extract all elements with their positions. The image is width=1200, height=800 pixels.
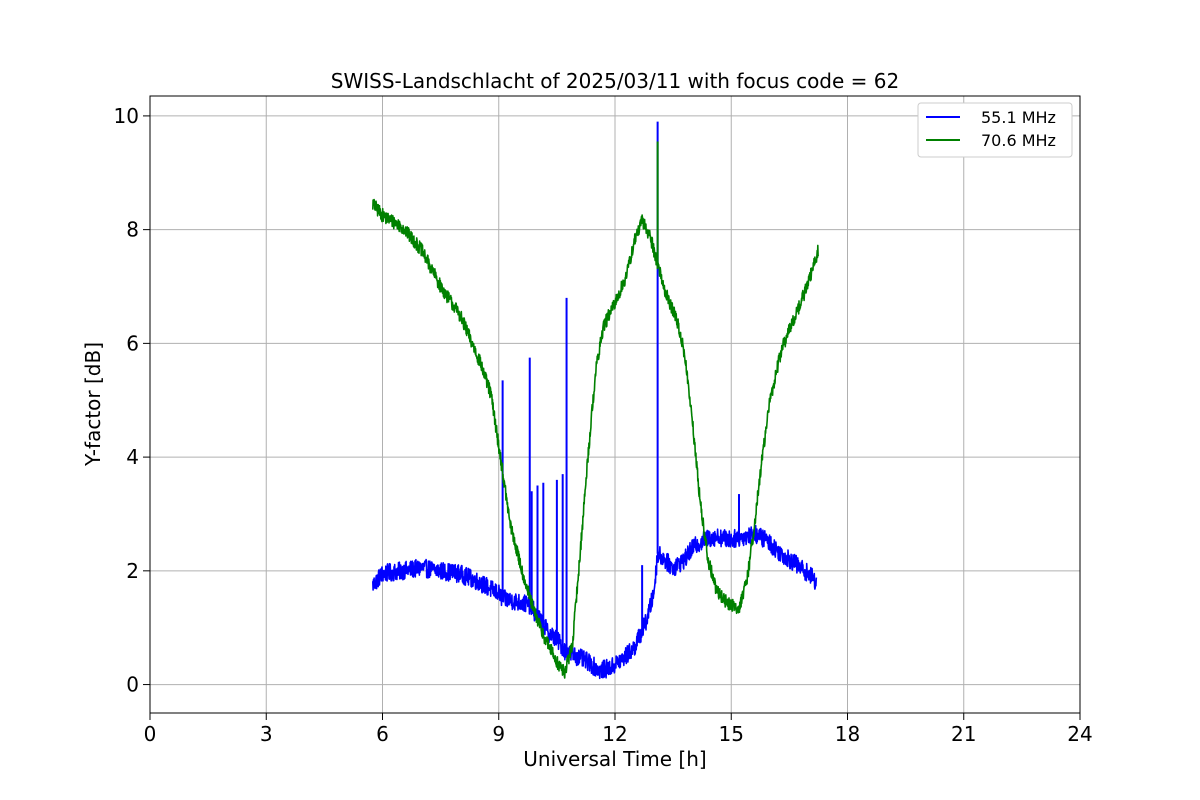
x-tick-label-1: 3 bbox=[260, 722, 273, 746]
y-tick-label-1: 2 bbox=[126, 559, 139, 583]
x-tick-label-8: 24 bbox=[1067, 722, 1092, 746]
y-axis-label: Y-factor [dB] bbox=[81, 342, 105, 467]
y-tick-label-4: 8 bbox=[126, 218, 139, 242]
y-tick-label-3: 6 bbox=[126, 331, 139, 355]
series-line-0 bbox=[372, 524, 818, 680]
chart-title: SWISS-Landschlacht of 2025/03/11 with fo… bbox=[331, 69, 899, 93]
legend-label-1: 70.6 MHz bbox=[981, 131, 1056, 150]
y-tick-label-0: 0 bbox=[126, 673, 139, 697]
x-tick-label-2: 6 bbox=[376, 722, 389, 746]
x-tick-label-6: 18 bbox=[835, 722, 860, 746]
x-axis-label: Universal Time [h] bbox=[523, 747, 706, 771]
legend: 55.1 MHz 70.6 MHz bbox=[917, 102, 1073, 158]
y-tick-label-5: 10 bbox=[114, 104, 139, 128]
series-layer bbox=[372, 121, 820, 680]
series-line-1 bbox=[372, 198, 820, 679]
x-tick-label-7: 21 bbox=[951, 722, 976, 746]
x-tick-label-5: 15 bbox=[719, 722, 744, 746]
x-tick-label-3: 9 bbox=[492, 722, 505, 746]
x-tick-label-4: 12 bbox=[602, 722, 627, 746]
y-tick-label-2: 4 bbox=[126, 445, 139, 469]
legend-label-0: 55.1 MHz bbox=[981, 108, 1056, 127]
x-tick-label-0: 0 bbox=[144, 722, 157, 746]
